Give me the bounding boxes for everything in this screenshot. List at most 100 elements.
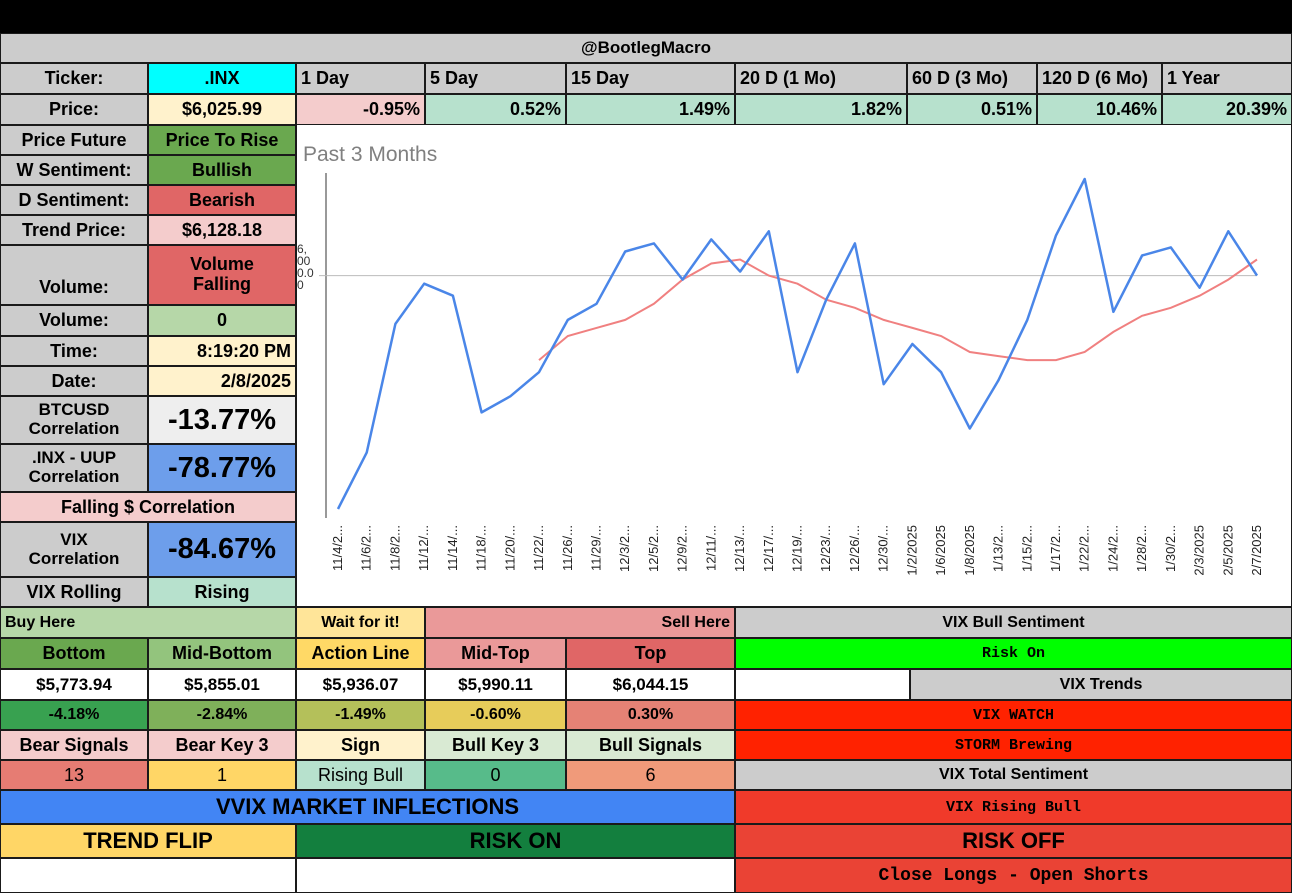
btc-correlation-label: BTCUSD Correlation xyxy=(0,396,148,444)
action-line-pct: -1.49% xyxy=(296,700,425,730)
x-tick-label: 11/8/2... xyxy=(387,525,402,571)
sell-here-label: Sell Here xyxy=(425,607,735,638)
uup-correlation-value: -78.77% xyxy=(148,444,296,492)
x-tick-label: 1/15/2... xyxy=(1019,525,1034,572)
x-tick-label: 11/29/... xyxy=(588,525,603,571)
change-15-day: 1.49% xyxy=(566,94,735,125)
top-header: Top xyxy=(566,638,735,669)
x-tick-label: 11/14/... xyxy=(445,525,460,571)
mid-bottom-header: Mid-Bottom xyxy=(148,638,296,669)
x-tick-label: 11/26/... xyxy=(560,525,575,571)
price-future-label: Price Future xyxy=(0,125,148,155)
trend-flip-label: TREND FLIP xyxy=(0,824,296,858)
bull-key-3-value: 0 xyxy=(425,760,566,790)
vvix-risk-on-label: RISK ON xyxy=(296,824,735,858)
x-tick-label: 12/13/... xyxy=(732,525,747,572)
vix-total-sentiment-label: VIX Total Sentiment xyxy=(735,760,1292,790)
chart-svg: Past 3 Months 6,000.00 11/4/2... 11/6/2..… xyxy=(297,143,1264,576)
x-tick-label: 11/18/... xyxy=(474,525,489,571)
x-tick-label: 12/5/2... xyxy=(646,525,661,572)
falling-dollar-correlation: Falling $ Correlation xyxy=(0,492,296,522)
mid-bottom-pct: -2.84% xyxy=(148,700,296,730)
vix-rolling-value: Rising xyxy=(148,577,296,607)
price-series-line xyxy=(336,177,1259,510)
change-1-year: 20.39% xyxy=(1162,94,1292,125)
x-tick-label: 11/22/... xyxy=(531,525,546,571)
period-1-year: 1 Year xyxy=(1162,63,1292,94)
x-tick-label: 2/5/2025 xyxy=(1220,525,1235,576)
vvix-title: VVIX MARKET INFLECTIONS xyxy=(0,790,735,824)
sign-header: Sign xyxy=(296,730,425,760)
bull-signals-value: 6 xyxy=(566,760,735,790)
x-tick-label: 12/26/... xyxy=(847,525,862,572)
close-longs-open-shorts: Close Longs - Open Shorts xyxy=(735,858,1292,893)
x-tick-label: 1/28/2... xyxy=(1134,525,1149,572)
price-value: $6,025.99 xyxy=(148,94,296,125)
ticker-label: Ticker: xyxy=(0,63,148,94)
top-pct: 0.30% xyxy=(566,700,735,730)
date-label: Date: xyxy=(0,366,148,396)
y-tick-label: 00 xyxy=(297,254,311,268)
x-tick-label: 12/30/... xyxy=(876,525,891,572)
w-sentiment-value: Bullish xyxy=(148,155,296,185)
x-tick-label: 12/9/2... xyxy=(675,525,690,572)
action-line-value: $5,936.07 xyxy=(296,669,425,700)
price-future-value: Price To Rise xyxy=(148,125,296,155)
volume-label: Volume: xyxy=(0,245,148,305)
x-tick-label: 11/20/... xyxy=(502,525,517,571)
trend-flip-value xyxy=(0,858,296,893)
trend-series-line xyxy=(538,258,1258,362)
change-5-day: 0.52% xyxy=(425,94,566,125)
bull-signals-header: Bull Signals xyxy=(566,730,735,760)
bottom-value: $5,773.94 xyxy=(0,669,148,700)
vix-bull-sentiment-label: VIX Bull Sentiment xyxy=(735,607,1292,638)
x-tick-label: 1/2/2025 xyxy=(904,525,919,576)
date-value: 2/8/2025 xyxy=(148,366,296,396)
w-sentiment-label: W Sentiment: xyxy=(0,155,148,185)
risk-off-label: RISK OFF xyxy=(735,824,1292,858)
storm-brewing: STORM Brewing xyxy=(735,730,1292,760)
x-tick-label: 1/22/2... xyxy=(1077,525,1092,572)
volume-value: Volume Falling xyxy=(148,245,296,305)
trend-price-value: $6,128.18 xyxy=(148,215,296,245)
vix-trends-label: VIX Trends xyxy=(910,669,1292,700)
x-tick-label: 12/3/2... xyxy=(617,525,632,572)
ticker-value[interactable]: .INX xyxy=(148,63,296,94)
btc-correlation-value: -13.77% xyxy=(148,396,296,444)
d-sentiment-value: Bearish xyxy=(148,185,296,215)
vix-trends-blank xyxy=(735,669,910,700)
x-tick-label: 1/24/2... xyxy=(1105,525,1120,572)
price-label: Price: xyxy=(0,94,148,125)
bear-signals-header: Bear Signals xyxy=(0,730,148,760)
y-tick-label: 6, xyxy=(297,242,307,256)
time-value: 8:19:20 PM xyxy=(148,336,296,366)
x-tick-label: 1/6/2025 xyxy=(933,525,948,576)
x-tick-label: 1/17/2... xyxy=(1048,525,1063,572)
change-120-day: 10.46% xyxy=(1037,94,1162,125)
volume2-label: Volume: xyxy=(0,305,148,336)
vix-watch: VIX WATCH xyxy=(735,700,1292,730)
bottom-header: Bottom xyxy=(0,638,148,669)
bear-signals-value: 13 xyxy=(0,760,148,790)
period-120-day: 120 D (6 Mo) xyxy=(1037,63,1162,94)
vix-rolling-label: VIX Rolling xyxy=(0,577,148,607)
x-tick-label: 12/11/... xyxy=(703,525,718,571)
vix-risk-on: Risk On xyxy=(735,638,1292,669)
period-20-day: 20 D (1 Mo) xyxy=(735,63,907,94)
change-20-day: 1.82% xyxy=(735,94,907,125)
x-tick-label: 11/6/2... xyxy=(359,525,374,571)
x-tick-label: 11/4/2... xyxy=(330,525,345,571)
bear-key-3-header: Bear Key 3 xyxy=(148,730,296,760)
x-tick-label: 1/8/2025 xyxy=(962,525,977,576)
wait-label: Wait for it! xyxy=(296,607,425,638)
risk-on-value xyxy=(296,858,735,893)
change-60-day: 0.51% xyxy=(907,94,1037,125)
period-15-day: 15 Day xyxy=(566,63,735,94)
x-tick-label: 2/7/2025 xyxy=(1249,525,1264,576)
period-1-day: 1 Day xyxy=(296,63,425,94)
x-tick-label: 12/23/... xyxy=(818,525,833,572)
change-1-day: -0.95% xyxy=(296,94,425,125)
x-tick-label: 1/30/2... xyxy=(1163,525,1178,572)
vix-correlation-value: -84.67% xyxy=(148,522,296,577)
mid-top-pct: -0.60% xyxy=(425,700,566,730)
